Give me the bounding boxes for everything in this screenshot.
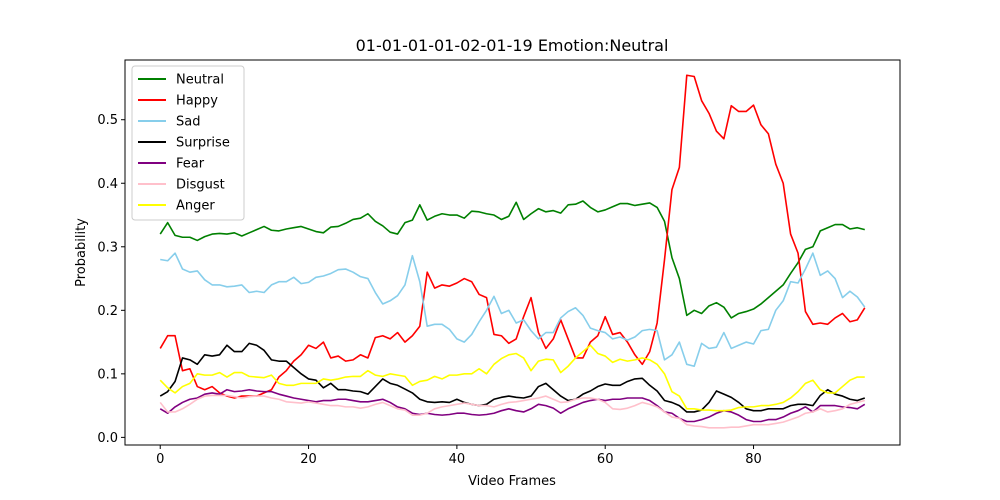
- series-line-disgust: [159, 394, 865, 429]
- plot-lines: [159, 74, 866, 429]
- legend: Neutral Happy Sad Surprise Fear Disgust Anger: [131, 65, 245, 221]
- legend-label-anger: Anger: [176, 199, 215, 214]
- x-axis: 0 20 40 60 80: [156, 445, 762, 467]
- x-tick-label: 60: [597, 452, 614, 467]
- series-line-surprise: [159, 342, 866, 413]
- y-tick-label: 0.3: [97, 240, 118, 255]
- legend-label-disgust: Disgust: [176, 178, 225, 193]
- legend-label-fear: Fear: [176, 157, 205, 172]
- series-line-happy: [159, 74, 866, 399]
- legend-label-neutral: Neutral: [176, 73, 224, 88]
- y-tick-label: 0.1: [97, 367, 118, 382]
- y-tick-label: 0.0: [97, 431, 118, 446]
- series-line-neutral: [159, 200, 865, 319]
- x-tick-label: 20: [300, 452, 317, 467]
- legend-box: [131, 65, 245, 221]
- series-line-sad: [160, 252, 866, 368]
- legend-label-happy: Happy: [176, 94, 218, 109]
- x-tick-label: 40: [449, 452, 466, 467]
- x-tick-label: 0: [156, 452, 164, 467]
- chart-title: 01-01-01-01-02-01-19 Emotion:Neutral: [356, 36, 669, 55]
- y-tick-label: 0.2: [97, 304, 118, 319]
- legend-label-surprise: Surprise: [176, 136, 230, 151]
- y-axis: 0.0 0.1 0.2 0.3 0.4 0.5: [97, 113, 125, 446]
- y-tick-label: 0.5: [97, 113, 118, 128]
- y-tick-label: 0.4: [97, 177, 118, 192]
- series-line-fear: [159, 388, 866, 423]
- y-axis-label: Probability: [74, 218, 89, 287]
- legend-label-sad: Sad: [176, 115, 200, 130]
- x-tick-label: 80: [745, 452, 762, 467]
- x-axis-label: Video Frames: [468, 474, 556, 489]
- plot-frame: [124, 59, 901, 446]
- series-line-anger: [159, 344, 865, 412]
